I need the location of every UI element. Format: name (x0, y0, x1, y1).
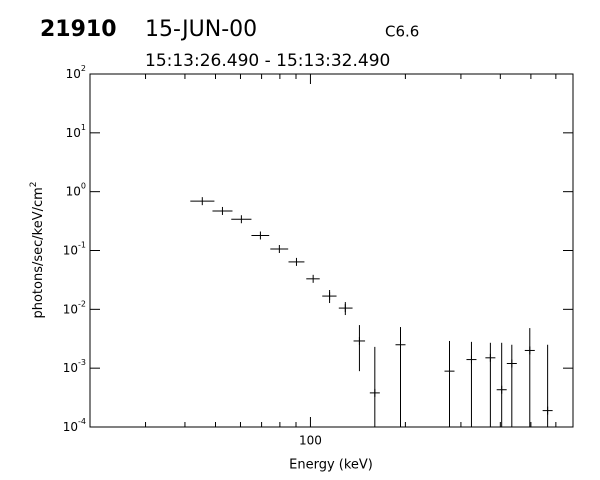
subtitle: 15:13:26.490 - 15:13:32.490 (145, 51, 390, 71)
y-tick-exp: 2 (81, 64, 86, 73)
y-tick-base: 10 (66, 184, 81, 198)
y-tick-base: 10 (63, 420, 78, 434)
y-tick-base: 10 (66, 125, 81, 139)
y-tick-exp: -1 (78, 240, 86, 249)
y-tick-label: 102 (66, 64, 86, 81)
y-tick-label: 101 (66, 122, 86, 139)
y-axis-label-text: photons/sec/keV/cm (31, 187, 46, 318)
y-tick-exp: -3 (78, 358, 86, 367)
y-tick-base: 10 (63, 243, 78, 257)
y-tick-base: 10 (63, 361, 78, 375)
x-axis-label: Energy (keV) (289, 458, 373, 473)
flare-class: C6.6 (385, 23, 419, 41)
y-tick-base: 10 (63, 302, 78, 316)
y-tick-exp: -2 (78, 299, 86, 308)
y-tick-label: 10-4 (63, 417, 86, 434)
y-tick-exp: 1 (81, 122, 86, 131)
y-tick-label: 10-2 (63, 299, 86, 316)
x-tick-label: 100 (299, 434, 322, 448)
y-tick-base: 10 (66, 67, 81, 81)
y-tick-exp: 0 (81, 181, 86, 190)
y-tick-label: 10-3 (63, 358, 86, 375)
date: 15-JUN-00 (145, 17, 257, 42)
y-tick-label: 10-1 (63, 240, 86, 257)
chart-title: 21910 (40, 17, 117, 42)
y-axis-label: photons/sec/keV/cm2 (29, 181, 46, 318)
y-axis-label-sup: 2 (29, 181, 39, 187)
y-tick-exp: -4 (78, 417, 86, 426)
y-tick-label: 100 (66, 181, 86, 198)
